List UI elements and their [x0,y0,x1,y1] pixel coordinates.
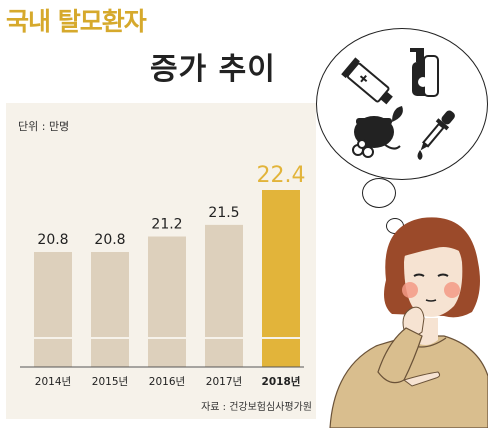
value-label: 21.5 [208,205,239,221]
value-label: 21.2 [151,217,182,233]
bar-2016년 [148,236,186,367]
dropper-icon [417,110,455,160]
ointment-tube-icon [341,57,393,105]
herbal-jar-icon [352,106,403,158]
value-label: 20.8 [37,232,68,248]
value-label: 20.8 [94,232,125,248]
unit-label: 단위 : 만명 [18,120,70,133]
thought-bubble-dot-large [362,178,396,208]
value-label: 22.4 [257,163,306,188]
bar-2017년 [205,224,243,367]
axis-break-mark [205,337,243,339]
source-label: 자료 : 건강보험심사평가원 [201,402,312,413]
thought-bubble [316,28,488,180]
bar-2014년 [34,252,72,367]
category-label: 2017년 [206,376,242,388]
bar-2015년 [91,252,129,367]
category-label: 2016년 [149,376,185,388]
woman-illustration [329,217,488,428]
axis-break-mark [91,337,129,339]
category-label: 2018년 [262,375,301,388]
category-label: 2014년 [35,376,71,388]
title-line1: 국내 탈모환자 [6,7,147,36]
pump-bottle-icon [410,48,439,97]
axis-break-mark [262,337,300,339]
axis-break-mark [148,337,186,339]
category-label: 2015년 [92,376,128,388]
axis-break-mark [34,337,72,339]
title-line2: 증가 추이 [150,52,276,87]
